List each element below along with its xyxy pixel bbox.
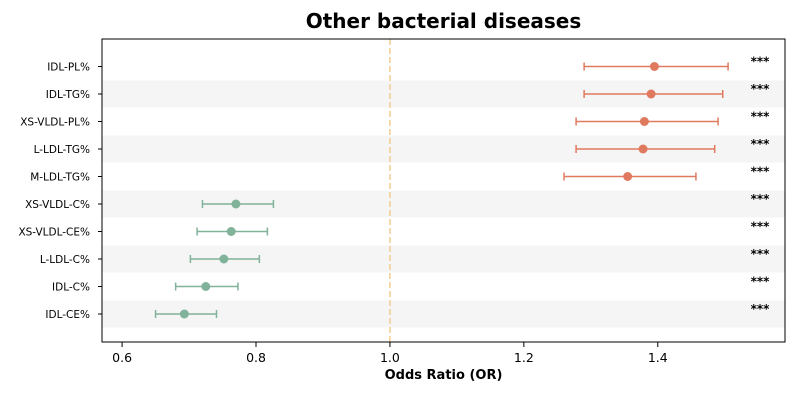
significance-label: *** xyxy=(751,220,771,234)
significance-label: *** xyxy=(751,247,771,261)
significance-label: *** xyxy=(751,275,771,289)
or-point xyxy=(179,309,189,319)
significance-label: *** xyxy=(751,110,771,124)
y-tick-label: XS-VLDL-CE% xyxy=(18,227,90,239)
y-tick-label: XS-VLDL-C% xyxy=(25,199,90,211)
x-tick-label: 1.2 xyxy=(514,350,534,365)
y-tick-label: IDL-TG% xyxy=(46,89,90,101)
significance-label: *** xyxy=(751,302,771,316)
significance-label: *** xyxy=(751,192,771,206)
x-tick-label: 0.8 xyxy=(246,350,266,365)
y-tick-label: L-LDL-C% xyxy=(40,254,90,266)
significance-label: *** xyxy=(751,82,771,96)
y-tick-label: XS-VLDL-PL% xyxy=(20,117,90,129)
y-tick-label: L-LDL-TG% xyxy=(34,144,90,156)
or-point xyxy=(201,282,211,291)
y-tick-label: M-LDL-TG% xyxy=(30,172,90,184)
x-axis-label: Odds Ratio (OR) xyxy=(384,368,503,383)
plot-frame xyxy=(101,38,786,343)
y-tick-label: IDL-CE% xyxy=(45,309,90,321)
or-point xyxy=(639,117,649,126)
or-point xyxy=(623,172,633,181)
y-tick-label: IDL-PL% xyxy=(47,62,90,74)
x-tick-label: 0.6 xyxy=(112,350,132,365)
significance-label: *** xyxy=(751,137,771,151)
or-point xyxy=(649,62,659,71)
or-point xyxy=(226,227,236,236)
or-point xyxy=(231,199,241,209)
x-tick-label: 1.0 xyxy=(380,350,400,365)
significance-label: *** xyxy=(751,55,771,69)
or-point xyxy=(219,254,229,264)
significance-label: *** xyxy=(751,165,771,179)
chart-title: Other bacterial diseases xyxy=(305,9,582,33)
x-tick-label: 1.4 xyxy=(648,350,668,365)
or-point xyxy=(638,144,648,154)
y-tick-label: IDL-C% xyxy=(52,282,90,294)
or-point xyxy=(646,89,656,99)
